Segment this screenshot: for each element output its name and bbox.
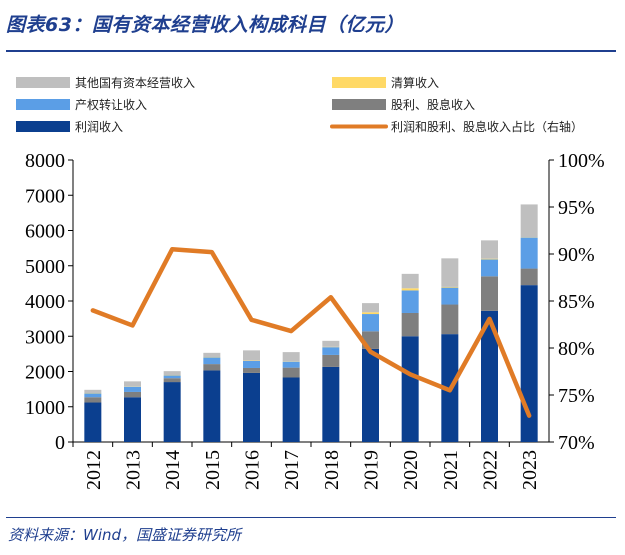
figure-title: 图表63：国有资本经营收入构成科目（亿元） [6, 14, 404, 36]
bar-segment [84, 389, 102, 394]
x-tick-label: 2016 [242, 450, 264, 490]
bar-segment [243, 360, 260, 368]
bar-segment [282, 361, 300, 368]
bar-segment [203, 357, 221, 365]
x-tick-label: 2022 [480, 450, 502, 490]
x-tick-label: 2020 [400, 450, 422, 490]
bar-segment [124, 397, 141, 442]
bar-segment [401, 312, 419, 337]
bar-segment [401, 336, 419, 442]
bar-segment [362, 303, 379, 313]
right-tick-label: 95% [558, 197, 595, 219]
right-tick-label: 75% [558, 385, 595, 407]
left-tick-label: 6000 [25, 221, 65, 243]
legend-swatch [16, 77, 70, 88]
bar-segment [322, 354, 340, 367]
bar-segment [322, 366, 340, 442]
left-tick-label: 3000 [25, 326, 65, 348]
bar-segment [203, 370, 221, 442]
x-tick-label: 2018 [321, 450, 343, 490]
ratio-line [90, 247, 532, 418]
legend-swatch [332, 77, 386, 88]
right-tick-label: 85% [558, 291, 595, 313]
bar-segment [441, 304, 459, 335]
right-tick-label: 100% [558, 150, 605, 172]
bar-segment [520, 204, 538, 238]
legend-label: 清算收入 [391, 75, 439, 90]
bar-segment [520, 285, 538, 442]
bar-segment [243, 350, 260, 361]
bar-segment [362, 314, 379, 332]
bar-segment [163, 371, 181, 376]
bar-segment [441, 286, 459, 288]
x-tick-label: 2017 [281, 450, 303, 490]
bar-segment [481, 258, 498, 260]
bar-segment [441, 258, 459, 287]
source-note: 资料来源：Wind，国盛证券研究所 [8, 526, 242, 544]
x-tick-label: 2012 [83, 450, 105, 490]
bar-segment [163, 382, 181, 442]
bars [84, 204, 538, 442]
bar-segment [401, 288, 419, 291]
left-tick-label: 8000 [25, 150, 65, 172]
legend-label: 利润和股利、股息收入占比（右轴） [391, 119, 583, 134]
bar-segment [481, 310, 498, 442]
x-tick-label: 2014 [162, 450, 184, 490]
bar-segment [441, 287, 459, 305]
bar-segment [322, 340, 340, 347]
bar-segment [163, 375, 181, 379]
bar-segment [124, 381, 141, 387]
bar-segment [282, 367, 300, 378]
bar-segment [84, 402, 102, 442]
right-tick-label: 70% [558, 432, 595, 454]
bar-segment [124, 386, 141, 392]
bar-segment [362, 312, 379, 315]
x-tick-label: 2019 [361, 450, 383, 490]
legend-swatch [16, 121, 70, 132]
bar-segment [401, 290, 419, 313]
bar-segment [124, 391, 141, 398]
bar-segment [282, 377, 300, 442]
legend-swatch [332, 99, 386, 110]
right-tick-label: 90% [558, 244, 595, 266]
bar-segment [84, 393, 102, 398]
bar-segment [243, 367, 260, 373]
left-tick-label: 0 [55, 432, 65, 454]
bar-segment [163, 378, 181, 383]
bar-segment [481, 240, 498, 259]
legend-swatch [16, 99, 70, 110]
bar-segment [481, 259, 498, 277]
bar-segment [203, 364, 221, 371]
left-tick-label: 4000 [25, 291, 65, 313]
left-tick-label: 7000 [25, 185, 65, 207]
legend-label: 利润收入 [75, 120, 123, 134]
axes: 0 1000 2000 3000 4000 5000 6000 7000 8000 70% 75% 8… [25, 150, 605, 490]
x-tick-label: 2013 [123, 450, 145, 490]
left-tick-label: 5000 [25, 256, 65, 278]
x-tick-label: 2021 [440, 450, 462, 490]
legend-label: 产权转让收入 [75, 97, 147, 112]
x-tick-label: 2023 [519, 450, 541, 490]
x-tick-label: 2015 [202, 450, 224, 490]
legend-label: 股利、股息收入 [391, 97, 475, 112]
bar-segment [401, 273, 419, 289]
bar-segment [520, 237, 538, 269]
ratio-line-path [90, 247, 532, 418]
legend-label: 其他国有资本经营收入 [75, 76, 195, 90]
left-tick-label: 1000 [25, 397, 65, 419]
title-rule [6, 50, 616, 52]
left-tick-label: 2000 [25, 362, 65, 384]
bar-segment [243, 372, 260, 442]
bar-segment [322, 347, 340, 355]
right-tick-label: 80% [558, 338, 595, 360]
bar-segment [362, 348, 379, 442]
bar-segment [203, 352, 221, 358]
bar-segment [481, 276, 498, 311]
bar-segment [282, 352, 300, 362]
bar-segment [84, 397, 102, 403]
bar-segment [520, 268, 538, 286]
source-rule [6, 517, 616, 518]
